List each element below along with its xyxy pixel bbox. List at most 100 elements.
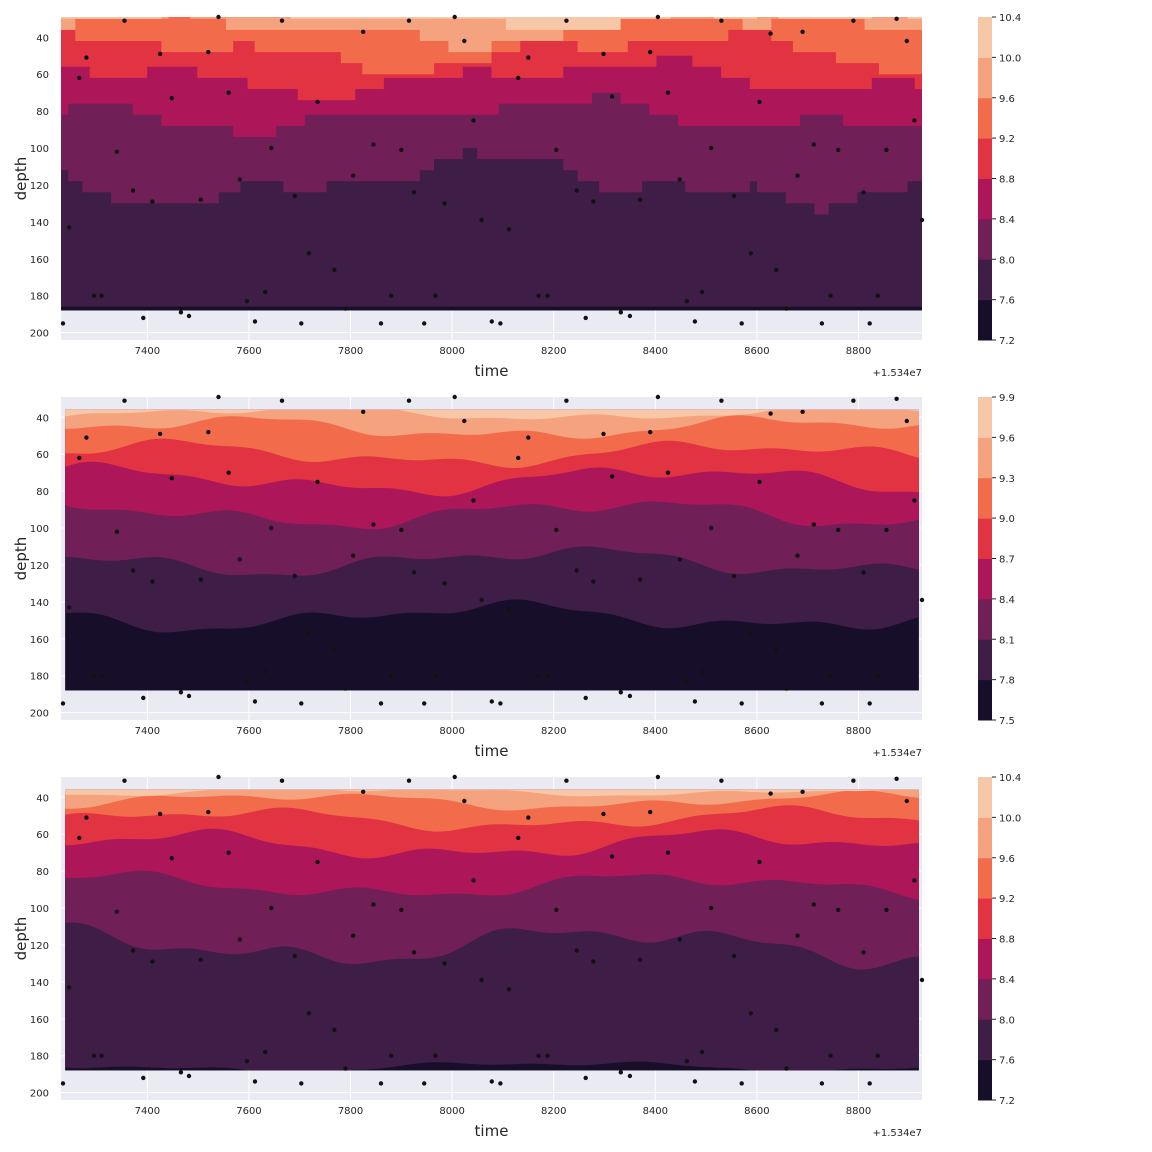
- sample-point: [739, 1081, 744, 1086]
- sample-point: [851, 398, 856, 403]
- y-tick-label: 40: [36, 33, 49, 44]
- sample-point: [498, 1081, 503, 1086]
- colorbar-segment: [978, 437, 992, 479]
- sample-point: [875, 673, 880, 678]
- sample-points: [60, 394, 925, 706]
- sample-point: [122, 18, 127, 23]
- sample-point: [912, 498, 917, 503]
- sample-point: [919, 977, 925, 983]
- sample-point: [665, 90, 671, 95]
- colorbar-tick-label: 8.0: [999, 1015, 1015, 1026]
- x-tick-label: 7800: [338, 346, 363, 357]
- sample-point: [471, 498, 476, 503]
- sample-point: [114, 529, 120, 534]
- sample-point: [399, 147, 404, 153]
- sample-point: [343, 1066, 348, 1071]
- sample-point: [904, 798, 909, 804]
- sample-point: [904, 418, 909, 424]
- sample-point: [800, 789, 805, 794]
- sample-point: [198, 957, 203, 962]
- x-offset-text: +1.534e7: [872, 368, 922, 379]
- sample-point: [637, 197, 643, 202]
- sample-point: [206, 429, 211, 435]
- sample-points: [60, 774, 925, 1086]
- sample-point: [99, 1053, 104, 1058]
- y-axis-label: depth: [12, 537, 30, 581]
- sample-point: [677, 937, 682, 942]
- sample-point: [150, 579, 155, 584]
- sample-point: [371, 142, 376, 147]
- colorbar-tick-label: 8.4: [999, 215, 1015, 226]
- sample-point: [739, 701, 744, 706]
- sample-point: [237, 937, 242, 942]
- sample-point: [627, 1073, 633, 1079]
- sample-point: [244, 299, 250, 304]
- sample-point: [178, 1070, 184, 1075]
- sample-point: [768, 411, 773, 416]
- sample-point: [315, 99, 320, 105]
- sample-point: [263, 289, 268, 295]
- sample-point: [748, 1011, 753, 1016]
- sample-point: [545, 293, 550, 298]
- sample-point: [216, 774, 221, 780]
- sample-point: [462, 418, 467, 424]
- colorbar-tick-label: 7.5: [999, 716, 1015, 727]
- sample-point: [574, 948, 579, 953]
- colorbar-ticks: 7.2 7.6 8.0 8.4 8.8 9.2 9.6 10.0 10.4: [992, 773, 1021, 1107]
- colorbar-tick-label: 10.4: [999, 13, 1021, 24]
- colorbar-segment: [978, 938, 992, 980]
- sample-point: [66, 985, 72, 990]
- sample-point: [774, 1027, 779, 1033]
- sample-point: [299, 321, 304, 326]
- sample-point: [774, 647, 779, 653]
- sample-point: [244, 679, 250, 684]
- sample-point: [536, 673, 541, 678]
- sample-point: [627, 313, 633, 319]
- sample-point: [516, 75, 521, 81]
- colorbar-tick-label: 8.4: [999, 595, 1015, 606]
- sample-point: [637, 957, 643, 962]
- sample-point: [84, 815, 89, 820]
- colorbar-segment: [978, 598, 992, 640]
- sample-point: [861, 190, 866, 195]
- x-tick-label: 7600: [236, 1106, 261, 1117]
- sample-point: [536, 1053, 541, 1058]
- sample-point: [648, 49, 653, 55]
- sample-point: [226, 470, 231, 475]
- contour-band-7: [61, 17, 922, 53]
- x-ticks: 7400 7600 7800 8000 8200 8400 8600 8800: [135, 346, 872, 357]
- sample-point: [564, 18, 569, 23]
- sample-point: [489, 1079, 494, 1084]
- colorbar-tick-label: 8.8: [999, 175, 1015, 186]
- sample-point: [912, 118, 917, 123]
- sample-point: [836, 907, 841, 913]
- sample-point: [244, 1059, 250, 1064]
- sample-point: [800, 409, 805, 414]
- colorbar-tick-label: 9.2: [999, 894, 1015, 905]
- x-tick-label: 8000: [439, 726, 464, 737]
- sample-point: [292, 573, 297, 579]
- x-tick-label: 8600: [744, 726, 769, 737]
- colorbar-tick-label: 8.7: [999, 555, 1015, 566]
- sample-point: [709, 145, 714, 151]
- sample-point: [411, 950, 417, 955]
- sample-point: [591, 959, 596, 964]
- y-tick-label: 180: [30, 672, 49, 683]
- sample-point: [66, 225, 72, 230]
- sample-point: [332, 267, 337, 273]
- sample-point: [141, 315, 146, 321]
- y-tick-label: 80: [36, 487, 49, 498]
- sample-point: [479, 597, 484, 603]
- sample-point: [811, 142, 816, 147]
- colorbar-segment: [978, 299, 992, 341]
- sample-point: [583, 695, 588, 701]
- sample-point: [648, 809, 653, 815]
- sample-point: [406, 778, 412, 783]
- colorbar-segment: [978, 397, 992, 438]
- sample-point: [216, 14, 221, 20]
- colorbar-ticks: 7.5 7.8 8.1 8.4 8.7 9.0 9.3 9.6 9.9: [992, 393, 1015, 727]
- sample-point: [114, 149, 120, 154]
- contour-band-7: [65, 409, 919, 439]
- x-tick-label: 7400: [135, 726, 160, 737]
- contour-field: [61, 17, 922, 311]
